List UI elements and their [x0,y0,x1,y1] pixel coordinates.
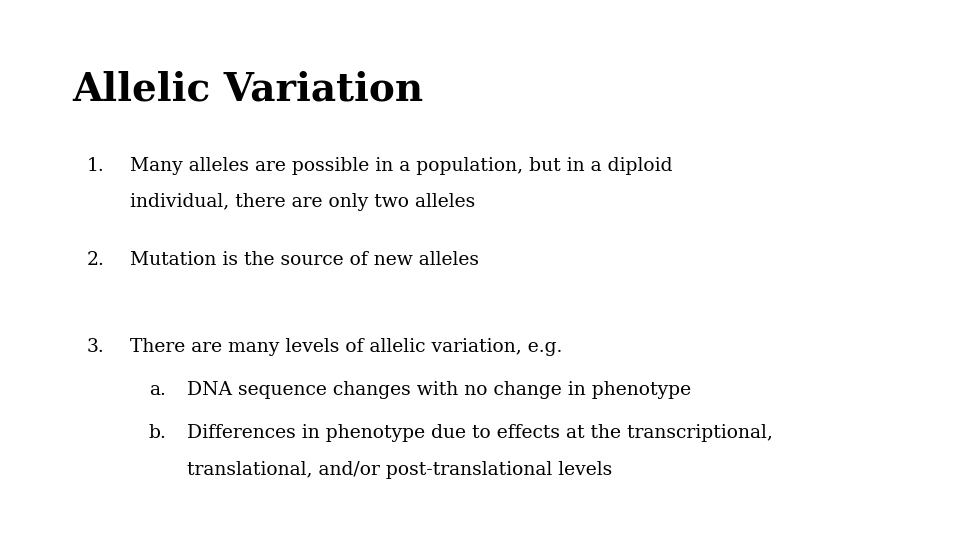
Text: Allelic Variation: Allelic Variation [72,70,423,108]
Text: b.: b. [149,424,167,442]
Text: Many alleles are possible in a population, but in a diploid: Many alleles are possible in a populatio… [130,157,672,174]
Text: 2.: 2. [86,251,105,269]
Text: There are many levels of allelic variation, e.g.: There are many levels of allelic variati… [130,338,562,355]
Text: Differences in phenotype due to effects at the transcriptional,: Differences in phenotype due to effects … [187,424,773,442]
Text: DNA sequence changes with no change in phenotype: DNA sequence changes with no change in p… [187,381,691,399]
Text: Mutation is the source of new alleles: Mutation is the source of new alleles [130,251,479,269]
Text: 1.: 1. [86,157,104,174]
Text: individual, there are only two alleles: individual, there are only two alleles [130,193,475,211]
Text: translational, and/or post-translational levels: translational, and/or post-translational… [187,461,612,478]
Text: 3.: 3. [86,338,104,355]
Text: a.: a. [149,381,166,399]
